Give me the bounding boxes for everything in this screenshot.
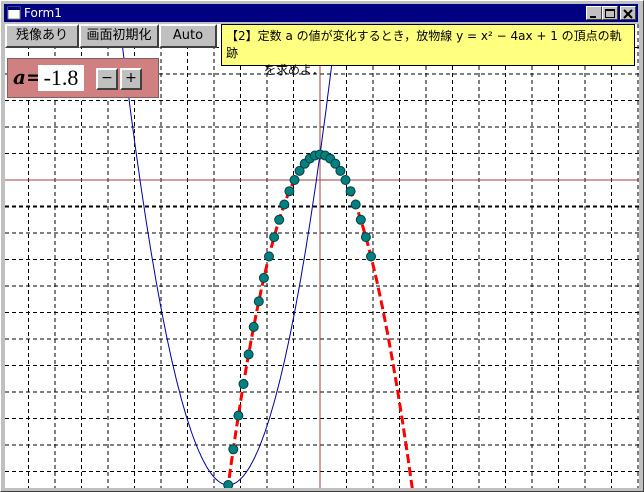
vertex-dot <box>330 158 341 169</box>
vertex-dot <box>284 186 295 197</box>
vertex-dot <box>294 165 305 176</box>
client-area: 残像あり 画面初期化 Auto 【2】定数 a の値が変化するとき，放物線 y … <box>5 24 639 488</box>
vertex-dot <box>264 251 274 262</box>
parameter-control: a= -1.8 − + <box>7 58 159 98</box>
vertex-dot <box>258 272 269 283</box>
note-line: を求めよ． <box>264 63 325 77</box>
increment-button[interactable]: + <box>120 68 142 90</box>
vertex-dot <box>253 296 264 307</box>
vertex-dot <box>269 232 280 243</box>
minimize-button[interactable] <box>586 6 602 20</box>
plot <box>5 24 639 488</box>
window-title: Form1 <box>24 6 62 20</box>
vertex-dot <box>355 214 366 225</box>
decrement-button[interactable]: − <box>96 68 118 90</box>
vertex-dot <box>228 444 239 455</box>
note-line: 【2】定数 a の値が変化するとき，放物線 y = x² − 4ax + 1 の… <box>226 29 622 60</box>
parameter-label: a= <box>13 65 43 89</box>
problem-note: 【2】定数 a の値が変化するとき，放物線 y = x² − 4ax + 1 の… <box>221 24 635 77</box>
vertex-dot <box>233 410 244 421</box>
vertex-dot <box>289 175 300 185</box>
vertex-dot <box>360 232 371 243</box>
vertex-dot <box>243 349 254 360</box>
vertex-dot <box>279 199 290 210</box>
vertex-dot <box>238 379 249 389</box>
vertex-dot <box>350 199 361 210</box>
vertex-dot <box>335 165 346 176</box>
close-button[interactable] <box>620 6 636 20</box>
vertex-dot <box>274 214 285 225</box>
title-bar: Form1 <box>4 4 638 22</box>
afterimage-button[interactable]: 残像あり <box>5 24 79 48</box>
maximize-button[interactable] <box>602 6 618 20</box>
parameter-value[interactable]: -1.8 <box>38 65 84 91</box>
vertex-dot <box>340 175 351 185</box>
vertex-dot <box>345 186 356 197</box>
vertex-dot <box>223 479 234 488</box>
vertex-dot <box>366 251 376 262</box>
reset-button[interactable]: 画面初期化 <box>79 24 159 48</box>
auto-button[interactable]: Auto <box>159 24 217 48</box>
parabola <box>119 24 338 486</box>
app-icon <box>7 6 21 20</box>
vertex-dot <box>248 321 259 332</box>
